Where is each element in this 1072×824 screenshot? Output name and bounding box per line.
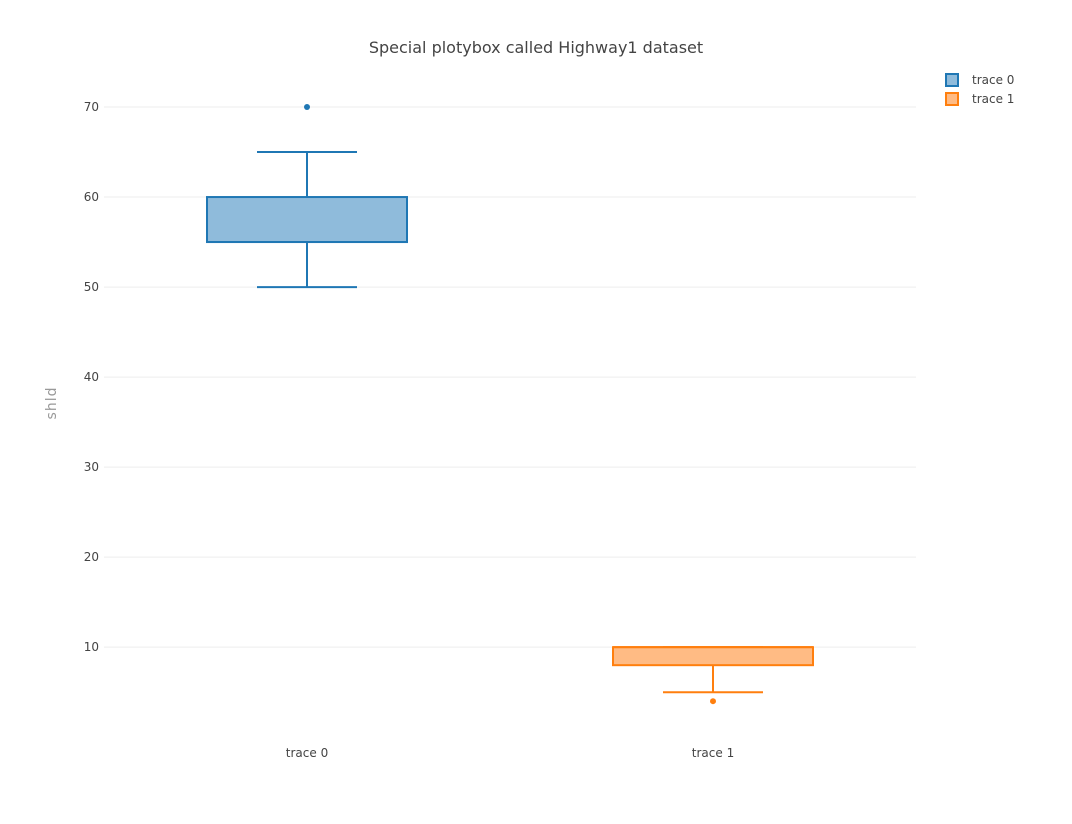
chart-title: Special plotybox called Highway1 dataset bbox=[369, 38, 703, 57]
legend-item[interactable]: trace 1 bbox=[945, 92, 1014, 106]
outlier-point[interactable] bbox=[710, 698, 716, 705]
y-tick-label: 10 bbox=[84, 640, 99, 654]
x-tick-label: trace 1 bbox=[692, 746, 734, 760]
x-tick-label: trace 0 bbox=[286, 746, 328, 760]
legend-item[interactable]: trace 0 bbox=[945, 73, 1014, 87]
x-axis-ticks: trace 0 trace 1 bbox=[286, 746, 734, 760]
legend-swatch bbox=[945, 92, 959, 106]
y-tick-label: 70 bbox=[84, 100, 99, 114]
y-axis-ticks: 10 20 30 40 50 60 70 bbox=[84, 100, 99, 654]
outlier-point[interactable] bbox=[304, 104, 310, 111]
legend-label: trace 0 bbox=[972, 73, 1014, 87]
legend-swatch bbox=[945, 73, 959, 87]
legend-label: trace 1 bbox=[972, 92, 1014, 106]
y-tick-label: 40 bbox=[84, 370, 99, 384]
box-traces bbox=[206, 104, 814, 705]
box-trace[interactable] bbox=[206, 104, 408, 289]
y-tick-label: 60 bbox=[84, 190, 99, 204]
legend[interactable]: trace 0 trace 1 bbox=[945, 73, 1014, 106]
y-tick-label: 30 bbox=[84, 460, 99, 474]
gridlines bbox=[104, 106, 916, 648]
interquartile-box[interactable] bbox=[612, 646, 814, 667]
box-trace[interactable] bbox=[612, 646, 814, 705]
y-tick-label: 20 bbox=[84, 550, 99, 564]
y-tick-label: 50 bbox=[84, 280, 99, 294]
y-axis-title: shld bbox=[44, 387, 60, 420]
interquartile-box[interactable] bbox=[206, 196, 408, 244]
